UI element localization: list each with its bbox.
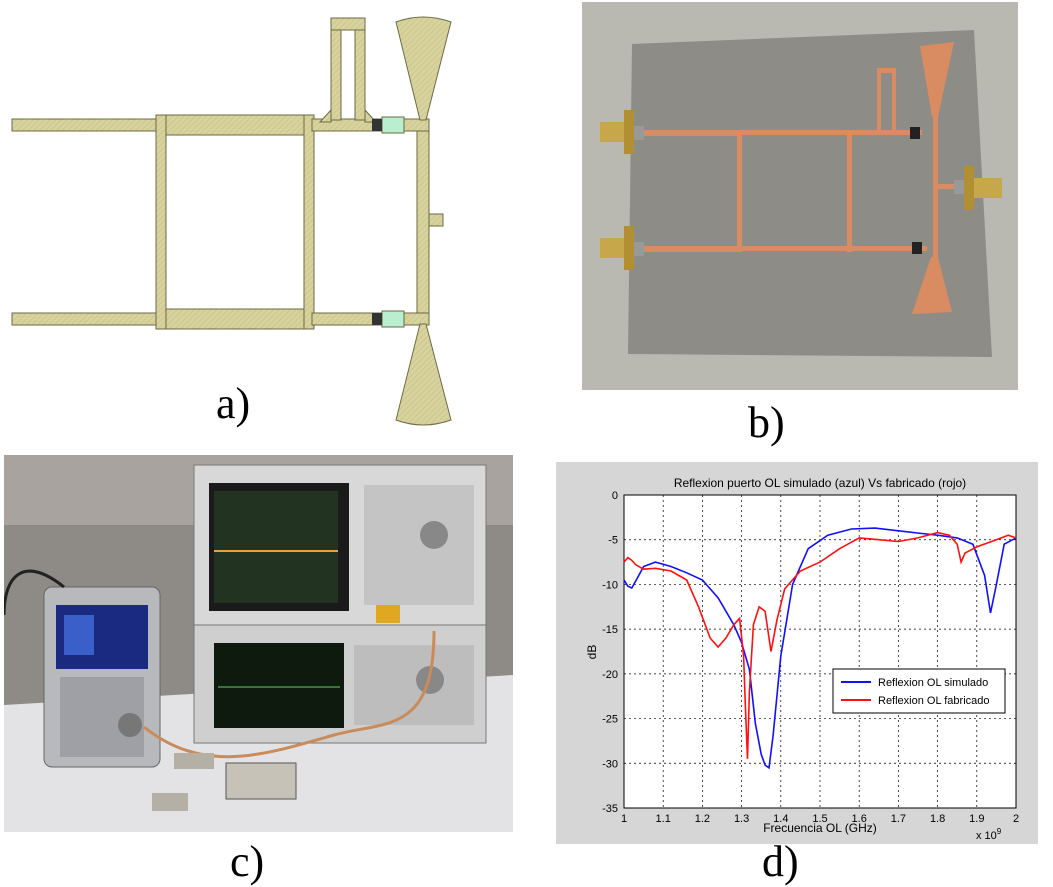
sma-connector-left-top xyxy=(600,110,644,154)
spectrum-analyzer xyxy=(193,624,487,744)
x-tick-label: 1.2 xyxy=(695,813,710,825)
x-tick-label: 1.6 xyxy=(852,813,867,825)
diode-pad-bottom xyxy=(381,310,405,328)
series-line-0 xyxy=(623,527,1017,770)
x-tick-label: 1.5 xyxy=(812,813,827,825)
caption-a: a) xyxy=(216,379,251,428)
y-tick-label: -20 xyxy=(602,669,618,681)
y-tick-label: -10 xyxy=(602,579,618,591)
series-line-1 xyxy=(623,531,1017,759)
x-axis-label: Frecuencia OL (GHz) xyxy=(763,821,877,835)
legend-label-fabricado: Reflexion OL fabricado xyxy=(878,695,990,707)
x-tick-label: 1.8 xyxy=(930,813,945,825)
y-tick-label: -5 xyxy=(608,535,618,547)
caption-b: b) xyxy=(748,398,785,447)
fabricated-board-photo xyxy=(582,2,1018,390)
pcb-board xyxy=(628,30,992,357)
y-ticks: 0 -5 -10 -15 -20 -25 -30 -35 xyxy=(602,490,618,815)
series-lines xyxy=(623,527,1017,770)
x-tick-label: 2 xyxy=(1013,813,1019,825)
x-multiplier: x 109 xyxy=(976,827,1002,842)
y-axis-label: dB xyxy=(585,645,599,660)
caption-c: c) xyxy=(230,837,265,886)
x-ticks: 1 1.1 1.2 1.3 1.4 1.5 1.6 1.7 1.8 1.9 2 xyxy=(621,813,1019,825)
handheld-analyzer xyxy=(43,586,161,768)
x-tick-label: 1.9 xyxy=(969,813,984,825)
caption-d: d) xyxy=(762,837,799,886)
x-tick-label: 1.3 xyxy=(734,813,749,825)
diode-pad-top xyxy=(381,116,405,134)
x-tick-label: 1.1 xyxy=(656,813,671,825)
sma-connector-left-bottom xyxy=(600,226,644,270)
y-tick-label: -25 xyxy=(602,714,618,726)
legend-label-simulado: Reflexion OL simulado xyxy=(878,677,988,689)
sma-connector-right xyxy=(954,166,1002,210)
lab-measurement-photo xyxy=(4,455,513,832)
microstrip-traces xyxy=(11,16,452,426)
y-tick-label: 0 xyxy=(612,490,618,502)
circuit-layout-diagram xyxy=(11,16,452,426)
device-under-test xyxy=(225,762,297,800)
y-tick-label: -30 xyxy=(602,758,618,770)
x-tick-label: 1 xyxy=(621,813,627,825)
chart-title: Reflexion puerto OL simulado (azul) Vs f… xyxy=(674,476,966,490)
legend-box xyxy=(832,668,1006,714)
reflection-chart: Reflexion puerto OL simulado (azul) Vs f… xyxy=(556,462,1038,844)
y-tick-label: -15 xyxy=(602,624,618,636)
x-tick-label: 1.7 xyxy=(891,813,906,825)
y-tick-label: -35 xyxy=(602,803,618,815)
x-tick-label: 1.4 xyxy=(773,813,788,825)
network-analyzer xyxy=(193,464,487,626)
legend: Reflexion OL simulado Reflexion OL fabri… xyxy=(832,668,1006,714)
